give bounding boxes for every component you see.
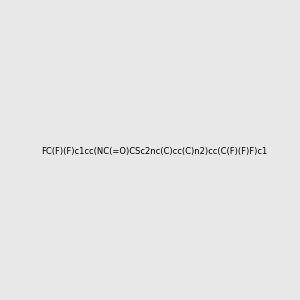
- Text: FC(F)(F)c1cc(NC(=O)CSc2nc(C)cc(C)n2)cc(C(F)(F)F)c1: FC(F)(F)c1cc(NC(=O)CSc2nc(C)cc(C)n2)cc(C…: [40, 147, 267, 156]
